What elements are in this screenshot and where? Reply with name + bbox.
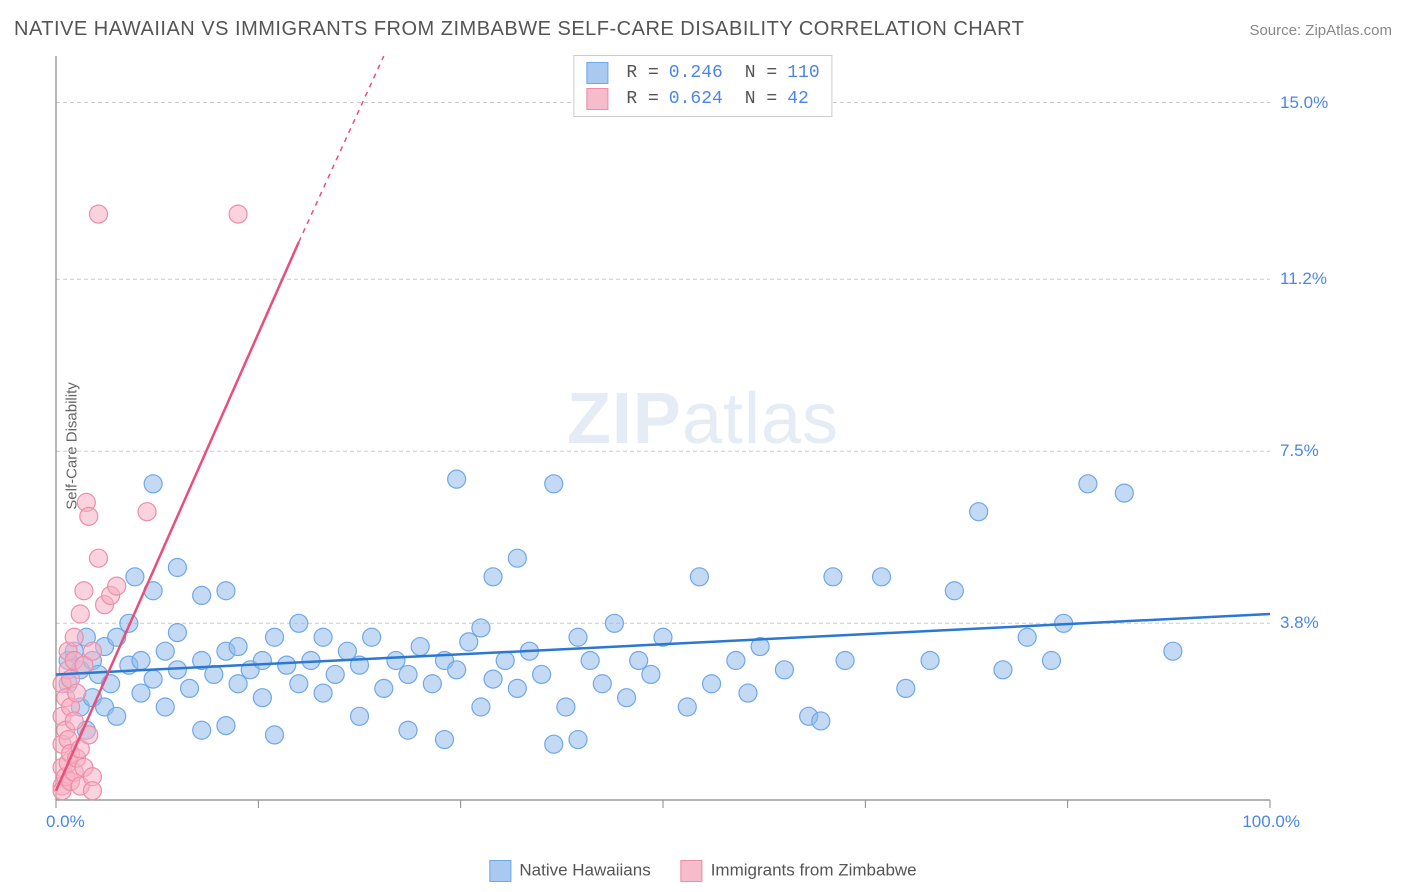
legend-item: Immigrants from Zimbabwe: [681, 860, 917, 882]
legend-swatch: [681, 860, 703, 882]
r-value: 0.624: [669, 89, 723, 109]
stats-legend-row: R = 0.246 N = 110: [586, 60, 819, 86]
n-label: N =: [745, 63, 777, 83]
n-label: N =: [745, 89, 777, 109]
x-tick-label: 100.0%: [1242, 812, 1300, 832]
r-label: R =: [626, 63, 658, 83]
chart-svg: [50, 50, 1340, 840]
legend-item: Native Hawaiians: [489, 860, 650, 882]
y-tick-label: 11.2%: [1280, 269, 1327, 289]
stats-legend-row: R = 0.624 N = 42: [586, 86, 819, 112]
x-tick-label: 0.0%: [46, 812, 85, 832]
legend-swatch: [489, 860, 511, 882]
r-value: 0.246: [669, 63, 723, 83]
y-tick-label: 3.8%: [1280, 613, 1319, 633]
stats-legend: R = 0.246 N = 110 R = 0.624 N = 42: [573, 55, 832, 117]
r-label: R =: [626, 89, 658, 109]
n-value: 42: [787, 89, 809, 109]
y-tick-label: 7.5%: [1280, 441, 1319, 461]
series-legend: Native Hawaiians Immigrants from Zimbabwe: [489, 860, 916, 882]
y-tick-label: 15.0%: [1280, 93, 1328, 113]
n-value: 110: [787, 63, 819, 83]
legend-label: Immigrants from Zimbabwe: [711, 860, 917, 879]
source-label: Source: ZipAtlas.com: [1249, 22, 1392, 39]
chart-title: NATIVE HAWAIIAN VS IMMIGRANTS FROM ZIMBA…: [14, 18, 1024, 41]
legend-swatch: [586, 88, 608, 110]
plot-area: [50, 50, 1340, 840]
legend-label: Native Hawaiians: [519, 860, 650, 879]
legend-swatch: [586, 62, 608, 84]
